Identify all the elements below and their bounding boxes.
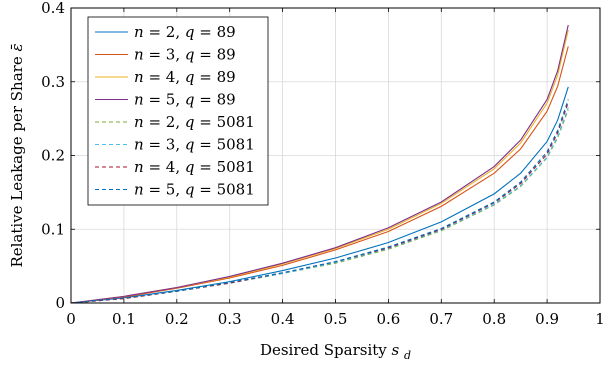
x-tick-label: 0.3 [218, 310, 242, 328]
legend-entry: n = 5, q = 5081 [134, 181, 255, 199]
series-line-2 [70, 46, 569, 304]
y-tick-label: 0 [55, 294, 65, 312]
x-tick-label: 0.4 [271, 310, 295, 328]
series-line-1 [70, 86, 569, 304]
legend-entry: n = 3, q = 5081 [134, 136, 255, 154]
series-lines [70, 24, 569, 304]
y-tick-label: 0.4 [41, 0, 65, 17]
legend-entry: n = 4, q = 89 [134, 68, 236, 86]
y-tick-label: 0.2 [41, 147, 65, 165]
series-line-4 [70, 24, 569, 304]
legend-entry: n = 3, q = 89 [134, 46, 236, 64]
legend-entry: n = 5, q = 89 [134, 91, 236, 109]
legend-entry: n = 2, q = 89 [134, 23, 236, 41]
x-axis-symbol-subscript: d [404, 349, 411, 362]
y-axis-symbol: ε̄ [8, 43, 26, 51]
legend-entry: n = 2, q = 5081 [134, 113, 255, 131]
y-axis-label-text: Relative Leakage per Share [8, 56, 26, 267]
x-tick-label: 0 [66, 310, 76, 328]
x-tick-label: 0.1 [112, 310, 136, 328]
legend-box [87, 16, 269, 206]
x-axis-symbol: s [392, 341, 400, 359]
y-tick-label: 0.3 [41, 73, 65, 91]
x-tick-label: 1 [595, 310, 605, 328]
x-tick-label: 0.7 [429, 310, 453, 328]
y-tick-label: 0.1 [41, 220, 65, 238]
x-tick-label: 0.9 [535, 310, 559, 328]
x-tick-label: 0.6 [376, 310, 400, 328]
y-axis-label: Relative Leakage per Share ε̄ [8, 43, 26, 267]
x-axis-label: Desired Sparsity s d [260, 341, 411, 362]
x-axis-label-text: Desired Sparsity [260, 341, 387, 359]
x-tick-label: 0.8 [482, 310, 506, 328]
series-line-8 [70, 99, 569, 304]
axis-ticks: 0 0.1 0.2 0.3 0.4 0.5 0.6 0.7 0.8 0.9 1 0 0.1 0.2 0.3 0… [41, 0, 605, 328]
x-tick-label: 0.2 [165, 310, 189, 328]
legend: n = 2, q = 89 n = 3, q = 89 n = 4, q = 89 n… [87, 16, 269, 206]
x-tick-label: 0.5 [324, 310, 348, 328]
legend-entry: n = 4, q = 5081 [134, 158, 255, 176]
